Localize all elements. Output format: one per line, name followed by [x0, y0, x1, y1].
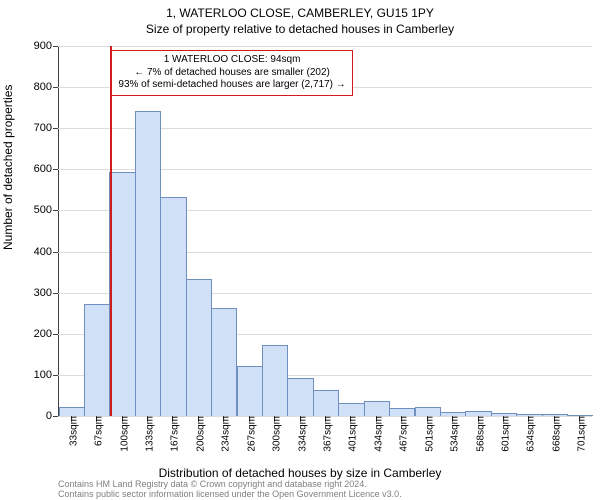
- histogram-bar: [109, 172, 135, 416]
- x-tick-label: 334sqm: [291, 416, 308, 452]
- x-tick-label: 501sqm: [418, 416, 435, 452]
- x-tick-label: 367sqm: [317, 416, 334, 452]
- x-tick-label: 701sqm: [571, 416, 588, 452]
- plot-area: 010020030040050060070080090033sqm67sqm10…: [58, 46, 592, 416]
- histogram-bar: [313, 390, 339, 416]
- reference-line: [110, 46, 112, 416]
- y-tick-label: 600: [34, 163, 58, 175]
- histogram-bar: [186, 279, 212, 416]
- histogram-bar: [211, 308, 237, 416]
- histogram-bar: [160, 197, 186, 416]
- x-axis-label: Distribution of detached houses by size …: [0, 466, 600, 480]
- x-tick-label: 234sqm: [215, 416, 232, 452]
- annotation-box: 1 WATERLOO CLOSE: 94sqm← 7% of detached …: [111, 50, 352, 96]
- y-axis-line: [58, 46, 59, 416]
- footer-line-2: Contains public sector information licen…: [58, 490, 402, 500]
- y-tick-label: 700: [34, 122, 58, 134]
- y-tick-label: 0: [46, 410, 58, 422]
- histogram-bar: [415, 407, 441, 416]
- y-axis-label: Number of detached properties: [1, 85, 15, 250]
- y-tick-label: 200: [34, 328, 58, 340]
- y-tick-label: 300: [34, 287, 58, 299]
- histogram-bar: [84, 304, 110, 416]
- footer-attribution: Contains HM Land Registry data © Crown c…: [58, 480, 402, 500]
- x-tick-label: 33sqm: [62, 416, 79, 446]
- x-tick-label: 568sqm: [469, 416, 486, 452]
- histogram-bar: [262, 345, 288, 416]
- y-tick-label: 800: [34, 81, 58, 93]
- annotation-line: ← 7% of detached houses are smaller (202…: [118, 67, 345, 80]
- gridline: [58, 46, 592, 47]
- annotation-line: 1 WATERLOO CLOSE: 94sqm: [118, 54, 345, 67]
- y-tick-label: 400: [34, 246, 58, 258]
- chart-title: 1, WATERLOO CLOSE, CAMBERLEY, GU15 1PY: [0, 6, 600, 21]
- x-tick-label: 133sqm: [139, 416, 156, 452]
- y-tick-label: 500: [34, 204, 58, 216]
- chart-container: 1, WATERLOO CLOSE, CAMBERLEY, GU15 1PY S…: [0, 0, 600, 500]
- x-tick-label: 601sqm: [495, 416, 512, 452]
- annotation-line: 93% of semi-detached houses are larger (…: [118, 79, 345, 92]
- histogram-bar: [364, 401, 390, 416]
- x-tick-label: 67sqm: [88, 416, 105, 446]
- histogram-bar: [237, 366, 263, 416]
- y-tick-label: 900: [34, 40, 58, 52]
- x-tick-label: 300sqm: [266, 416, 283, 452]
- x-tick-label: 534sqm: [444, 416, 461, 452]
- y-tick-label: 100: [34, 369, 58, 381]
- x-tick-label: 267sqm: [240, 416, 257, 452]
- x-tick-label: 167sqm: [164, 416, 181, 452]
- x-tick-label: 100sqm: [113, 416, 130, 452]
- histogram-bar: [59, 407, 85, 416]
- histogram-bar: [338, 403, 364, 416]
- histogram-bar: [135, 111, 161, 416]
- x-tick-label: 634sqm: [520, 416, 537, 452]
- x-tick-label: 434sqm: [367, 416, 384, 452]
- x-tick-label: 401sqm: [342, 416, 359, 452]
- x-tick-label: 668sqm: [545, 416, 562, 452]
- histogram-bar: [389, 408, 415, 416]
- x-tick-label: 467sqm: [393, 416, 410, 452]
- histogram-bar: [287, 378, 313, 416]
- x-tick-label: 200sqm: [189, 416, 206, 452]
- chart-subtitle: Size of property relative to detached ho…: [0, 22, 600, 36]
